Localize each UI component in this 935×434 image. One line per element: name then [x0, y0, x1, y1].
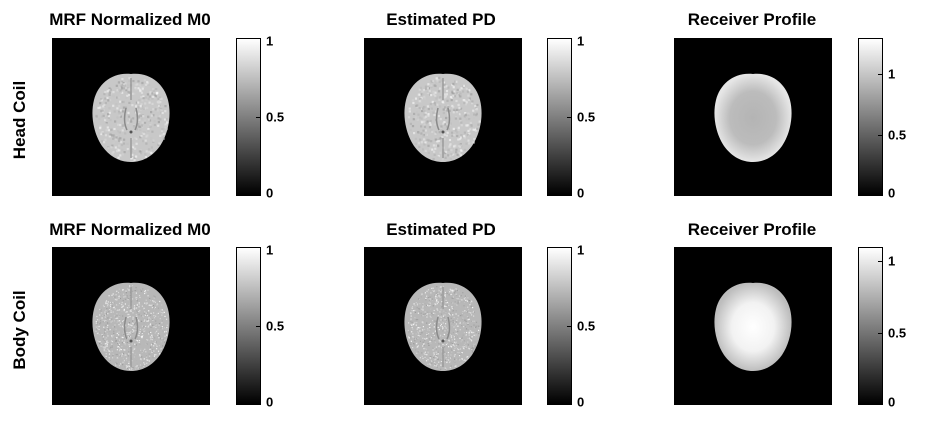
- brain-slice: [92, 282, 170, 371]
- panel-title-head-mrf: MRF Normalized M0: [49, 10, 211, 29]
- colorbar-tick: [567, 247, 571, 248]
- colorbar-tick-label: 1: [577, 242, 585, 258]
- panel-title-head-profile: Receiver Profile: [687, 10, 817, 29]
- colorbar-tick: [256, 247, 260, 248]
- colorbar-tick: [878, 333, 882, 335]
- colorbar-tick-label: 0.5: [266, 318, 285, 334]
- colorbar-tick-label: 0: [888, 394, 896, 410]
- colorbar-tick: [878, 261, 882, 263]
- brain-slice: [404, 73, 482, 162]
- image-body-estimated-pd: [364, 247, 522, 405]
- colorbar-head-mrf: [236, 38, 261, 196]
- colorbar-tick: [878, 195, 882, 196]
- panel-title-head-pd: Estimated PD: [386, 10, 496, 29]
- colorbar-tick: [567, 195, 571, 196]
- colorbar-tick: [567, 38, 571, 39]
- colorbar-tick: [878, 74, 882, 76]
- colorbar-tick-label: 0: [266, 394, 274, 410]
- receiver-profile-map: [714, 282, 792, 371]
- colorbar-tick: [256, 117, 260, 118]
- colorbar-tick: [256, 195, 260, 196]
- colorbar-tick-label: 0.5: [888, 325, 907, 341]
- colorbar-tick: [256, 38, 260, 39]
- colorbar-tick-label: 0: [888, 185, 896, 201]
- colorbar-tick-label: 1: [266, 242, 274, 258]
- colorbar-head-profile: [858, 38, 883, 196]
- image-head-receiver-profile: [674, 38, 832, 196]
- colorbar-tick-label: 0.5: [577, 109, 596, 125]
- image-head-estimated-pd: [364, 38, 522, 196]
- colorbar-tick-label: 0.5: [888, 127, 907, 143]
- colorbar-tick: [878, 404, 882, 405]
- panel-title-body-profile: Receiver Profile: [687, 220, 817, 239]
- colorbar-tick-label: 0: [266, 185, 274, 201]
- panel-title-body-pd: Estimated PD: [386, 220, 496, 239]
- row-label-head-coil: Head Coil: [10, 80, 29, 160]
- image-body-receiver-profile: [674, 247, 832, 405]
- colorbar-tick-label: 1: [888, 253, 896, 269]
- colorbar-tick-label: 0: [577, 185, 585, 201]
- colorbar-tick-label: 1: [888, 66, 896, 82]
- colorbar-tick: [567, 404, 571, 405]
- colorbar-tick: [256, 326, 260, 327]
- brain-slice: [92, 73, 170, 162]
- colorbar-tick-label: 1: [577, 33, 585, 49]
- brain-slice: [404, 282, 482, 371]
- receiver-profile-map: [714, 73, 792, 162]
- colorbar-tick-label: 0.5: [266, 109, 285, 125]
- image-head-mrf-m0: [52, 38, 210, 196]
- colorbar-tick: [567, 326, 571, 327]
- row-label-body-coil: Body Coil: [10, 290, 29, 370]
- colorbar-body-profile: [858, 247, 883, 405]
- colorbar-tick: [256, 404, 260, 405]
- colorbar-tick-label: 0.5: [577, 318, 596, 334]
- image-body-mrf-m0: [52, 247, 210, 405]
- colorbar-tick-label: 1: [266, 33, 274, 49]
- colorbar-tick-label: 0: [577, 394, 585, 410]
- panel-title-body-mrf: MRF Normalized M0: [49, 220, 211, 239]
- colorbar-tick: [567, 117, 571, 118]
- colorbar-tick: [878, 135, 882, 137]
